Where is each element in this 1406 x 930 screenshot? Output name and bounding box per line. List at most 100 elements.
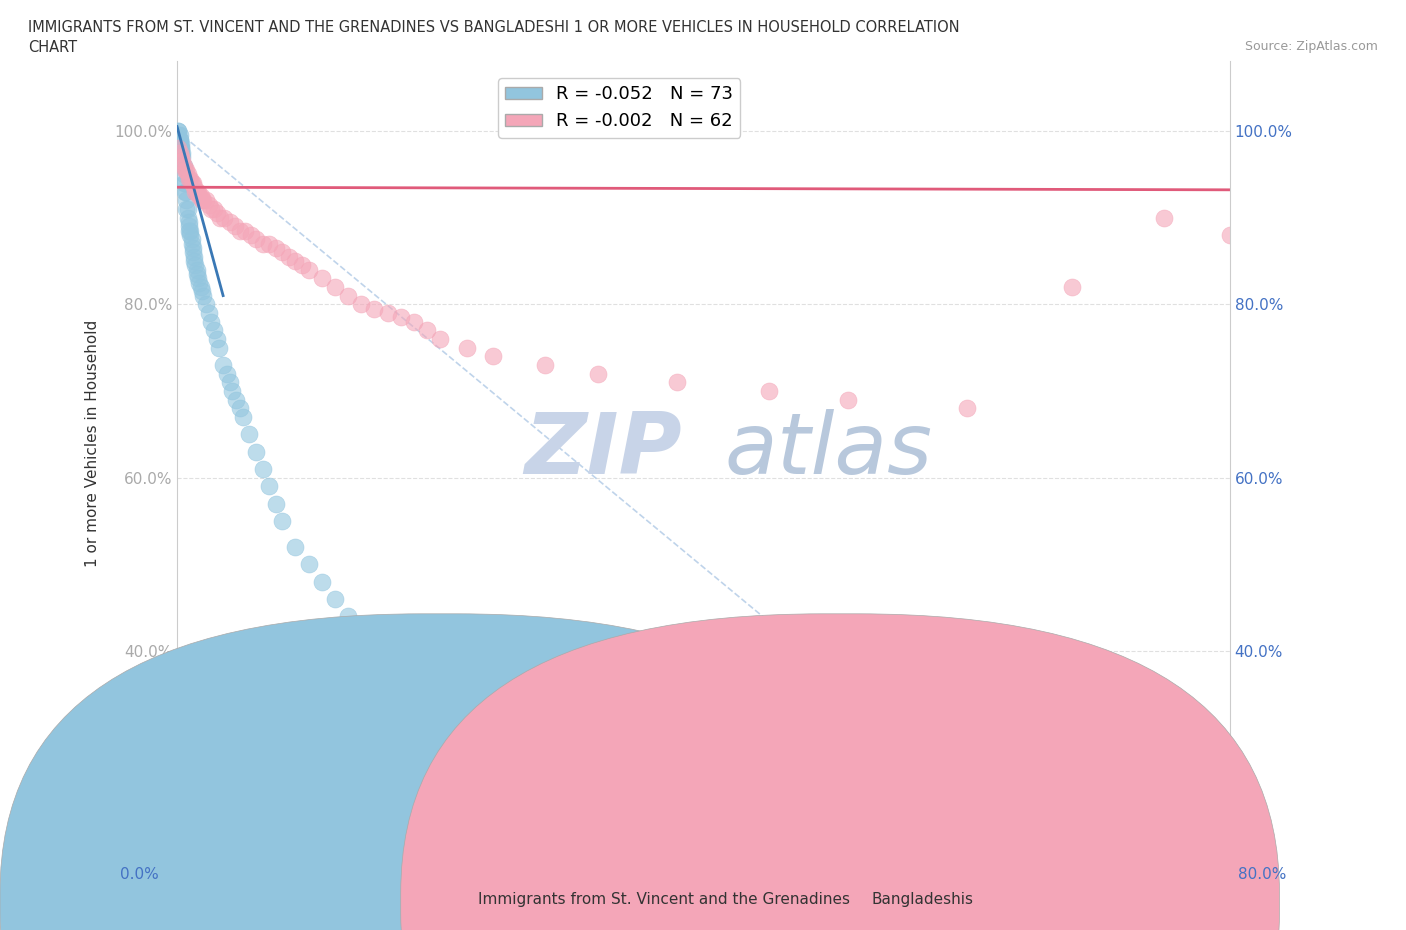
Point: [177, 223, 200, 238]
Point: [468, 756, 491, 771]
Point: [176, 166, 198, 181]
Point: [416, 323, 439, 338]
Point: [167, 127, 190, 142]
Point: [174, 202, 197, 217]
Point: [169, 145, 191, 160]
Point: [167, 140, 190, 155]
Point: [214, 210, 236, 225]
Point: [181, 245, 204, 259]
Point: [837, 392, 859, 407]
Point: [184, 258, 207, 272]
Point: [363, 301, 385, 316]
Point: [1219, 228, 1241, 243]
Point: [174, 184, 197, 199]
Point: [284, 539, 307, 554]
Point: [188, 275, 211, 290]
Point: [187, 184, 209, 199]
Point: [208, 340, 231, 355]
Point: [181, 241, 204, 256]
Text: CHART: CHART: [28, 40, 77, 55]
Point: [177, 219, 200, 233]
Point: [167, 124, 190, 139]
Point: [195, 193, 218, 207]
Point: [173, 176, 195, 191]
Point: [191, 193, 214, 207]
Point: [311, 271, 333, 286]
Point: [169, 132, 191, 147]
Point: [323, 280, 346, 295]
Point: [215, 366, 238, 381]
Point: [232, 409, 254, 424]
Point: [193, 193, 215, 207]
Point: [188, 189, 211, 204]
Point: [252, 461, 274, 476]
Point: [202, 323, 225, 338]
Point: [482, 349, 505, 364]
Point: [586, 366, 609, 381]
Point: [183, 254, 205, 269]
Point: [172, 145, 194, 160]
Point: [298, 557, 321, 572]
Point: [179, 228, 201, 243]
Point: [212, 357, 235, 372]
Point: [190, 280, 212, 295]
Point: [235, 223, 257, 238]
Point: [169, 132, 191, 147]
Point: [176, 210, 198, 225]
Point: [184, 184, 207, 199]
Point: [173, 166, 195, 181]
Point: [298, 262, 321, 277]
Point: [271, 245, 294, 259]
Point: [209, 210, 232, 225]
Point: [173, 158, 195, 173]
Point: [172, 158, 194, 173]
Point: [167, 124, 190, 139]
Point: [205, 331, 228, 346]
Text: IMMIGRANTS FROM ST. VINCENT AND THE GRENADINES VS BANGLADESHI 1 OR MORE VEHICLES: IMMIGRANTS FROM ST. VINCENT AND THE GREN…: [28, 20, 960, 35]
Point: [191, 284, 214, 299]
Point: [202, 202, 225, 217]
Point: [187, 271, 209, 286]
Point: [311, 575, 333, 590]
Point: [456, 340, 478, 355]
Point: [229, 401, 252, 416]
Point: [224, 219, 246, 233]
Text: Bangladeshis: Bangladeshis: [872, 892, 974, 907]
Point: [389, 310, 412, 325]
Point: [264, 497, 287, 512]
Point: [174, 163, 197, 178]
Point: [323, 591, 346, 606]
Point: [176, 202, 198, 217]
Point: [239, 228, 262, 243]
Point: [416, 704, 439, 719]
Point: [666, 375, 689, 390]
Point: [170, 150, 193, 165]
Point: [245, 232, 267, 246]
Point: [180, 232, 202, 246]
Point: [197, 197, 219, 212]
Point: [218, 375, 240, 390]
Y-axis label: 1 or more Vehicles in Household: 1 or more Vehicles in Household: [86, 319, 100, 566]
Point: [238, 427, 260, 442]
Point: [169, 137, 191, 152]
Point: [402, 314, 425, 329]
Point: [200, 202, 222, 217]
Point: [377, 305, 399, 320]
Point: [1153, 210, 1175, 225]
Point: [174, 184, 197, 199]
Point: [377, 661, 399, 676]
Text: Immigrants from St. Vincent and the Grenadines: Immigrants from St. Vincent and the Gren…: [478, 892, 851, 907]
Point: [277, 249, 299, 264]
Point: [264, 241, 287, 256]
Text: Source: ZipAtlas.com: Source: ZipAtlas.com: [1244, 40, 1378, 53]
Point: [179, 171, 201, 186]
Point: [190, 189, 212, 204]
Point: [1060, 280, 1083, 295]
Point: [197, 305, 219, 320]
Text: 0.0%: 0.0%: [120, 867, 159, 882]
Point: [172, 150, 194, 165]
Point: [179, 223, 201, 238]
Point: [172, 153, 194, 168]
Point: [183, 249, 205, 264]
Point: [257, 236, 280, 251]
